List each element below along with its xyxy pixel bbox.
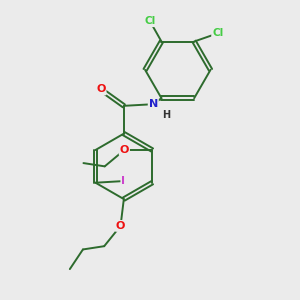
- Text: O: O: [120, 145, 129, 155]
- Text: I: I: [121, 176, 125, 186]
- Text: Cl: Cl: [212, 28, 223, 38]
- Text: O: O: [116, 221, 125, 231]
- Text: O: O: [96, 85, 106, 94]
- Text: H: H: [162, 110, 170, 120]
- Text: N: N: [148, 99, 158, 109]
- Text: Cl: Cl: [144, 16, 156, 26]
